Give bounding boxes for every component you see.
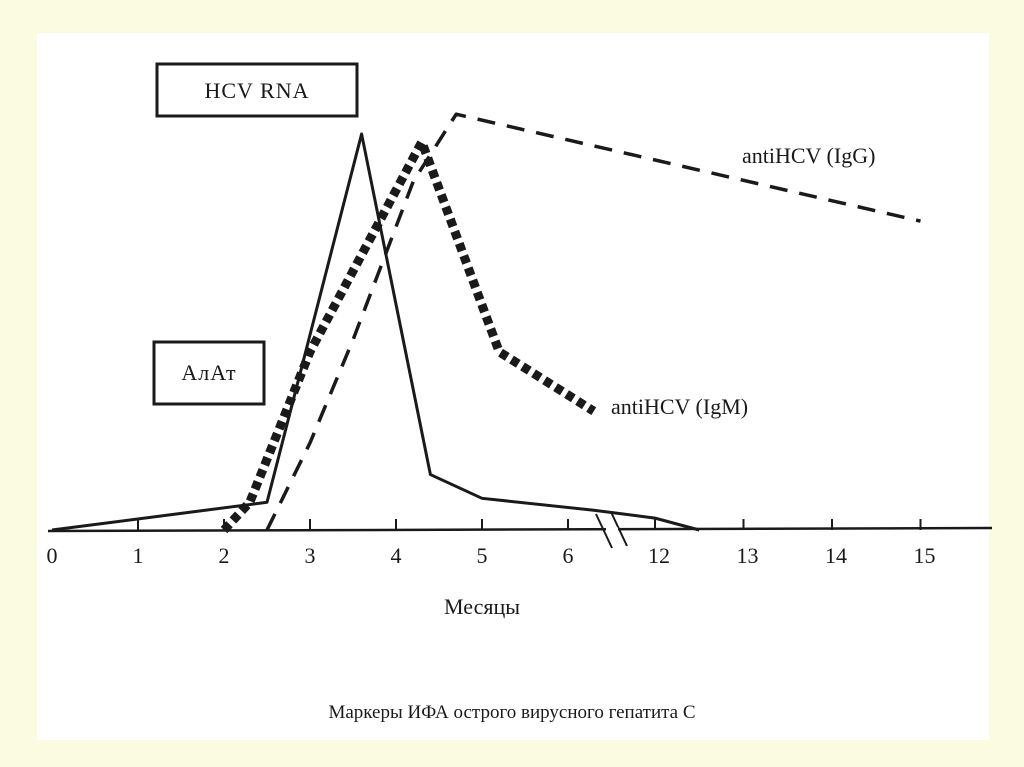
x-tick-label: 13 [737, 543, 759, 568]
alat-box [152, 340, 266, 406]
x-tick-label: 14 [825, 543, 847, 568]
x-tick-label: 1 [133, 543, 144, 568]
series-line-antihcv-igm- [220, 137, 597, 534]
igm-series-label: antiHCV (IgM) [611, 394, 748, 419]
hcv-rna-box [155, 62, 359, 118]
x-axis-line [47, 526, 993, 533]
alat-box-label: АлАт [181, 360, 236, 385]
series-layer [51, 112, 921, 534]
x-tick-label: 4 [391, 543, 402, 568]
axis-break-mark-left [595, 513, 613, 549]
x-tick-label: 5 [477, 543, 488, 568]
chart-caption: Маркеры ИФА острого вирусного гепатита С [328, 702, 696, 723]
x-tick-label: 2 [219, 543, 230, 568]
x-tick-labels: 0 1 2 3 4 5 6 12 13 14 15 [47, 543, 936, 568]
x-ticks [137, 519, 922, 530]
x-tick-label: 0 [47, 543, 58, 568]
x-tick-label: 15 [914, 543, 936, 568]
axis-break-mark-right [610, 511, 628, 547]
series-line-antihcv-igg- [265, 112, 921, 531]
x-tick-label: 6 [563, 543, 574, 568]
x-tick-label: 12 [648, 543, 670, 568]
igg-series-label: antiHCV (IgG) [742, 143, 875, 168]
x-tick-label: 3 [305, 543, 316, 568]
hcv-rna-box-label: HCV RNA [204, 78, 309, 103]
series-line-hcv-rna [51, 132, 700, 532]
x-axis-title: Месяцы [444, 594, 520, 619]
